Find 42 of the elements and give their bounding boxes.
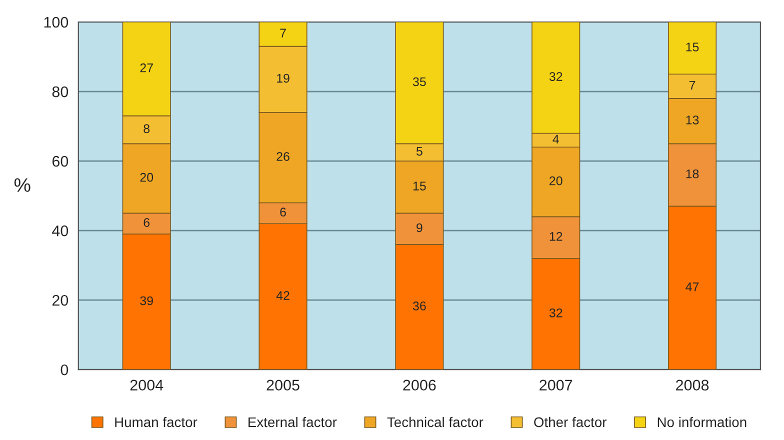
data-label: 18 [686, 169, 699, 178]
data-label: 47 [686, 282, 699, 292]
y-axis-title: % [14, 178, 30, 192]
y-tick-label: 80 [52, 86, 68, 98]
data-label: 20 [550, 176, 562, 186]
data-label: 9 [416, 223, 422, 232]
data-label: 32 [549, 72, 562, 81]
data-label: 15 [686, 42, 699, 52]
x-tick-label: 2006 [403, 380, 436, 391]
data-label: 35 [412, 77, 426, 86]
data-label: 27 [140, 63, 153, 72]
data-label: 32 [549, 308, 562, 318]
data-label: 20 [140, 172, 154, 182]
data-label: 26 [276, 152, 290, 161]
y-tick-label: 40 [52, 225, 68, 236]
legend-label: Human factor [115, 416, 198, 428]
y-tick-label: 0 [60, 364, 68, 376]
data-label: 7 [280, 28, 286, 38]
data-label: 13 [686, 116, 699, 124]
data-label: 36 [412, 302, 426, 310]
data-label: 19 [277, 74, 290, 83]
legend-label: Technical factor [387, 416, 484, 428]
data-label: 42 [276, 291, 290, 300]
y-tick-label: 100 [44, 16, 68, 28]
data-label: 4 [552, 134, 559, 144]
y-tick-label: 60 [52, 156, 68, 167]
legend-label: No information [658, 416, 746, 428]
legend-label: External factor [248, 416, 337, 428]
data-label: 6 [280, 208, 286, 217]
data-label: 6 [144, 218, 150, 227]
data-label: 7 [689, 80, 696, 90]
y-tick-label: 20 [52, 294, 68, 306]
x-tick-label: 2007 [540, 380, 572, 391]
legend-label: Other factor [534, 416, 607, 428]
x-tick-label: 2008 [676, 380, 709, 391]
data-label: 8 [144, 124, 150, 134]
x-tick-label: 2004 [130, 380, 164, 391]
x-tick-label: 2005 [266, 380, 300, 391]
data-label: 39 [140, 296, 153, 306]
data-label: 5 [416, 146, 422, 156]
data-label: 12 [550, 232, 562, 241]
data-label: 15 [413, 182, 426, 190]
